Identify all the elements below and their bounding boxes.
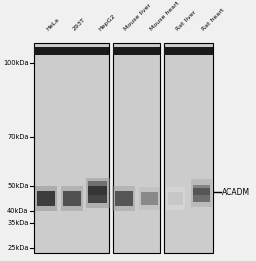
Bar (166, 187, 185, 210)
Bar (88, 186, 108, 204)
Text: HeLa: HeLa (46, 17, 61, 32)
Bar (113, 47, 160, 55)
Bar (139, 187, 160, 210)
Bar (112, 186, 135, 211)
Text: Rat liver: Rat liver (175, 10, 197, 32)
Text: 40kDa: 40kDa (7, 208, 29, 214)
Bar (63, 191, 81, 206)
Text: 50kDa: 50kDa (7, 183, 29, 189)
Bar (34, 43, 109, 253)
Text: 35kDa: 35kDa (7, 220, 29, 226)
Text: 100kDa: 100kDa (3, 60, 29, 66)
Bar (37, 191, 55, 206)
Bar (35, 186, 57, 211)
Bar (86, 177, 110, 209)
Bar (164, 47, 213, 55)
Text: 70kDa: 70kDa (7, 134, 29, 140)
Text: ACADM: ACADM (222, 188, 250, 197)
Bar (114, 191, 133, 206)
Bar (113, 43, 160, 253)
Bar (191, 179, 212, 207)
Bar (193, 185, 210, 195)
Bar (34, 47, 109, 55)
Text: 293T: 293T (72, 17, 87, 32)
Text: Mouse heart: Mouse heart (150, 1, 181, 32)
Bar (88, 181, 108, 195)
Text: Rat heart: Rat heart (201, 8, 226, 32)
Bar (168, 192, 183, 205)
Text: HepG2: HepG2 (98, 13, 116, 32)
Text: Mouse liver: Mouse liver (124, 3, 153, 32)
Text: 25kDa: 25kDa (7, 245, 29, 251)
Bar (141, 192, 158, 205)
Bar (193, 188, 210, 202)
Bar (164, 43, 213, 253)
Bar (61, 186, 83, 211)
